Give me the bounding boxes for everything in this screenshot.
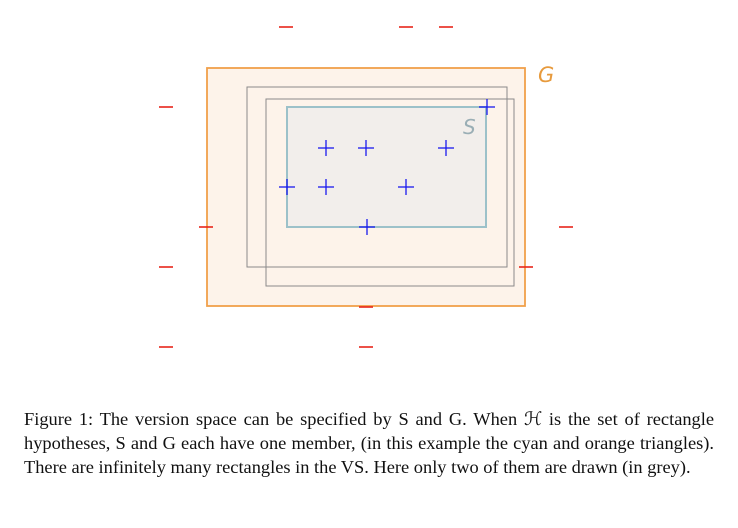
version-space-diagram: G S <box>159 26 573 348</box>
specific-hypothesis-rect <box>286 106 487 228</box>
grey-hypothesis-rect-1 <box>246 86 508 268</box>
figure-caption-label: Figure 1: <box>24 409 94 429</box>
positive-examples <box>279 99 495 235</box>
positive-example-mark <box>318 140 334 156</box>
figure-caption: Figure 1: The version space can be speci… <box>24 407 714 479</box>
positive-example-mark <box>318 179 334 195</box>
positive-example-mark <box>398 179 414 195</box>
negative-examples <box>159 26 573 348</box>
positive-example-mark <box>359 219 375 235</box>
positive-example-mark <box>438 140 454 156</box>
general-label: G <box>538 63 554 87</box>
positive-example-mark <box>279 179 295 195</box>
positive-example-mark <box>358 140 374 156</box>
figure-caption-text: The version space can be specified by S … <box>24 409 715 477</box>
positive-example-mark <box>479 99 495 115</box>
specific-label: S <box>463 115 476 139</box>
grey-hypothesis-rect-2 <box>265 98 515 287</box>
